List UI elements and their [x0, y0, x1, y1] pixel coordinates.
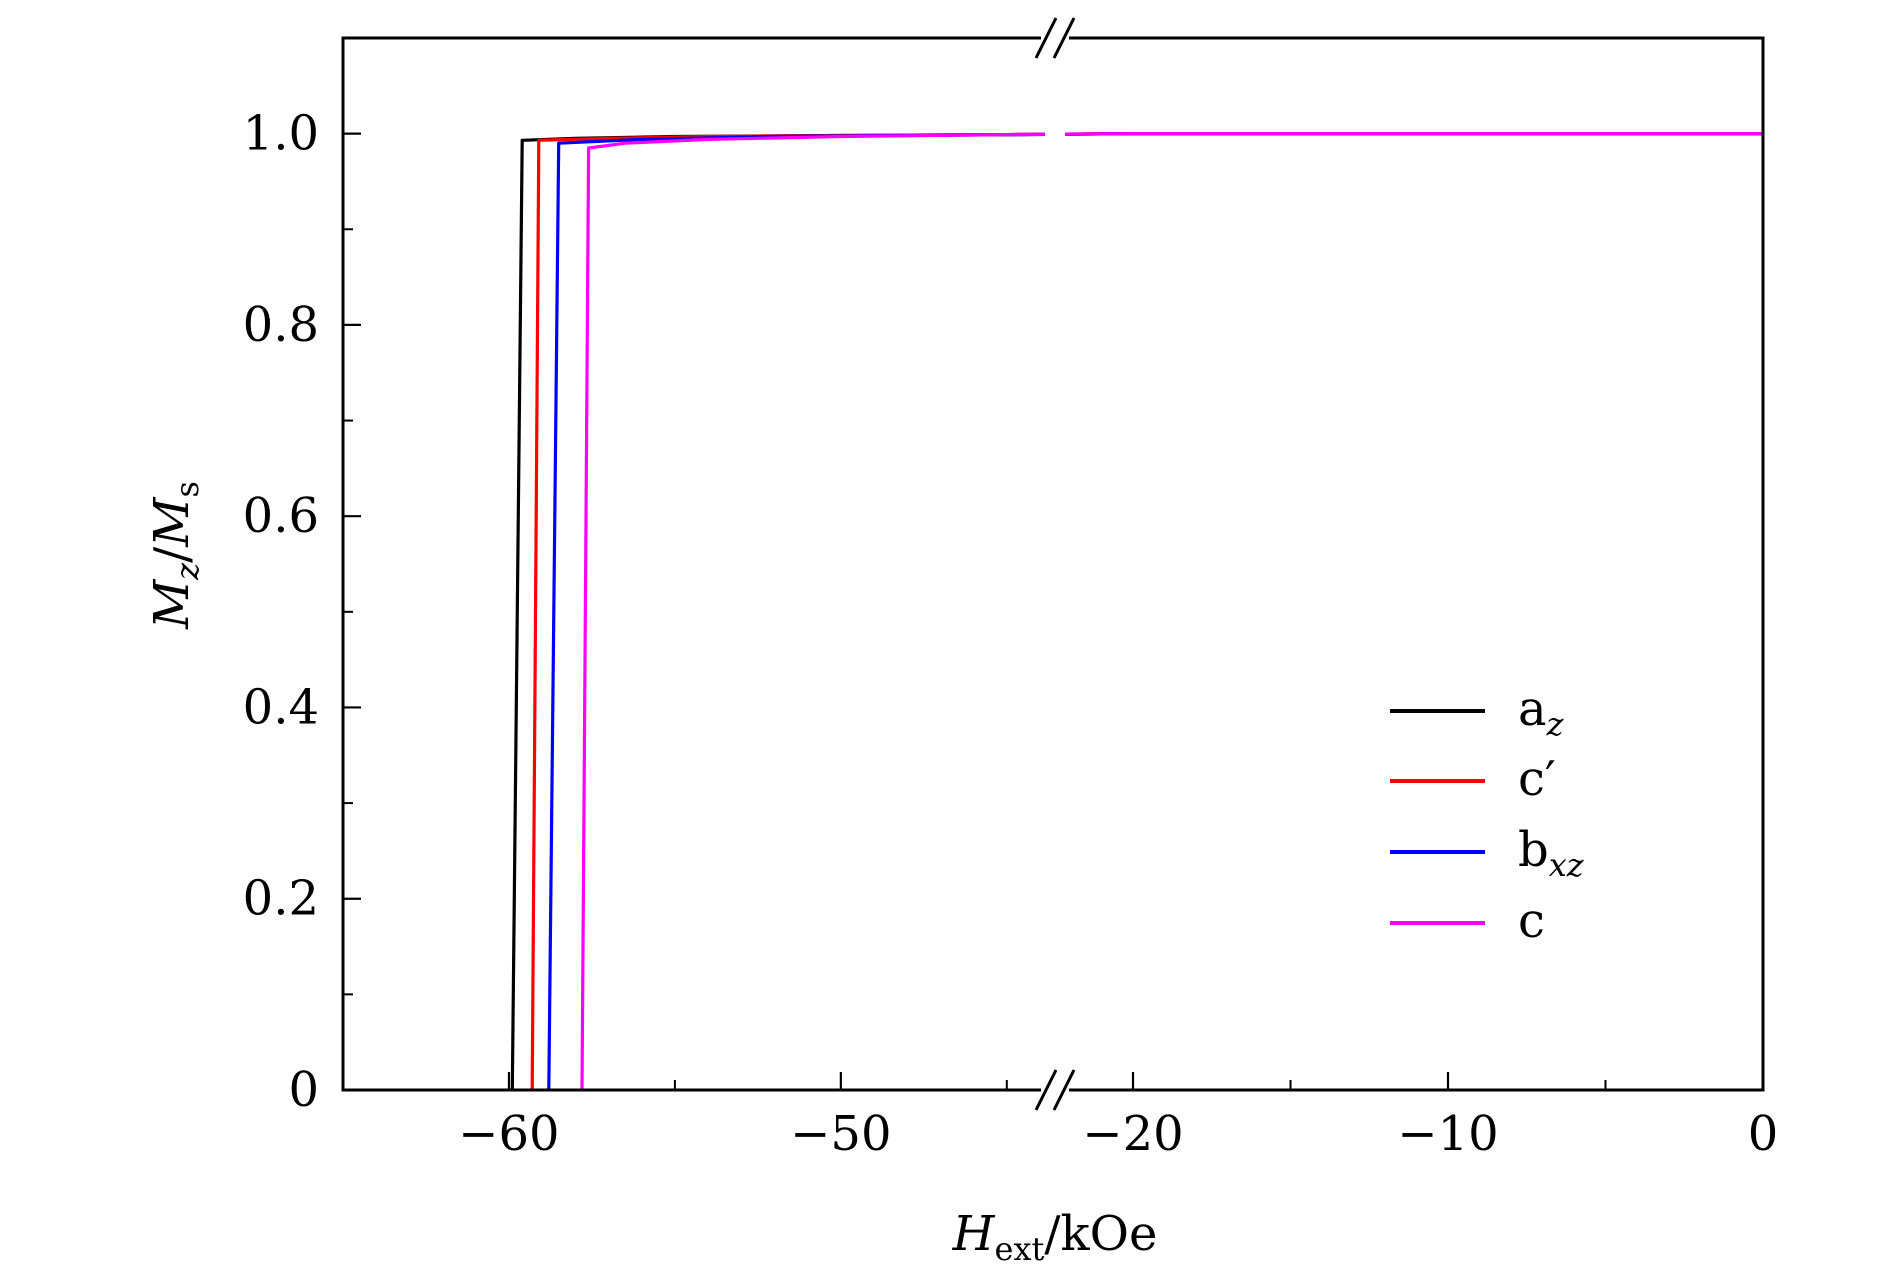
series-layer: [510, 132, 1763, 1091]
x-tick-label: −20: [1082, 1106, 1183, 1162]
break-mark-top: [1052, 17, 1076, 59]
series-line-4: [580, 132, 1763, 1091]
x-tick-label: −50: [790, 1106, 891, 1162]
y-axis-label: Mz/Ms: [144, 481, 206, 630]
x-tick-label: −60: [458, 1106, 559, 1162]
break-mark-top: [1034, 17, 1058, 59]
legend-label-2: c′: [1518, 751, 1556, 807]
series-line-2: [530, 132, 1763, 1091]
break-gap: [1045, 42, 1065, 1086]
y-tick-label: 0.2: [243, 871, 319, 927]
break-frame-gap: [1041, 1086, 1069, 1094]
x-tick-label: −10: [1397, 1106, 1498, 1162]
ticks: −60 −50 −20 −10 0 0 0.2 0.4 0.6 0.8 1.0: [243, 37, 1779, 1162]
y-tick-label: 0: [288, 1062, 319, 1118]
series-line-1: [510, 132, 1763, 1091]
y-tick-label: 0.8: [243, 297, 319, 353]
series-line-3: [547, 132, 1763, 1091]
x-axis-label: Hext/kOe: [952, 1206, 1158, 1268]
break-frame-gap: [1041, 34, 1069, 42]
y-tick-label: 0.4: [243, 679, 319, 735]
y-tick-label: 1.0: [243, 106, 319, 162]
legend: az c′ bxz c: [1390, 681, 1585, 949]
axis-break-gap: [1045, 42, 1065, 1086]
axis-break-marks: [1034, 17, 1076, 1111]
break-mark-bottom: [1052, 1069, 1076, 1111]
legend-label-1: az: [1518, 681, 1565, 743]
y-tick-label: 0.6: [243, 488, 319, 544]
legend-label-3: bxz: [1518, 822, 1585, 884]
legend-label-4: c: [1518, 893, 1545, 949]
break-mark-bottom: [1034, 1069, 1058, 1111]
x-tick-label: 0: [1748, 1106, 1779, 1162]
